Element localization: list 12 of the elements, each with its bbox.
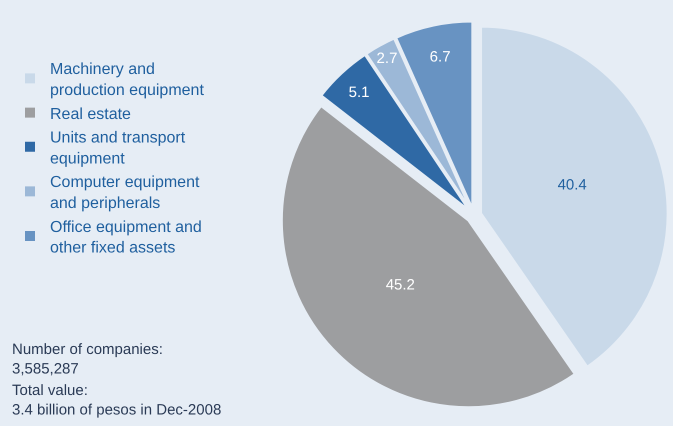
text: Number of companies: 3,585,287 — [12, 341, 163, 378]
legend-label: Office equipment and other fixed assets — [50, 218, 202, 257]
data-label: 6.7 — [430, 48, 451, 66]
legend-label: Real estate — [50, 106, 132, 123]
data-label: 40.4 — [558, 176, 587, 194]
data-label: 45.2 — [386, 276, 415, 294]
legend-label: Machinery and production equipment — [50, 61, 204, 100]
legend-label: Computer equipment and peripherals — [50, 174, 200, 212]
data-label: 2.7 — [376, 50, 398, 67]
text: Total value: 3.4 billion of pesos in Dec-2008 — [12, 382, 222, 418]
legend-label: Units and transport equipment — [50, 130, 186, 168]
data-label: 5.1 — [348, 84, 370, 101]
